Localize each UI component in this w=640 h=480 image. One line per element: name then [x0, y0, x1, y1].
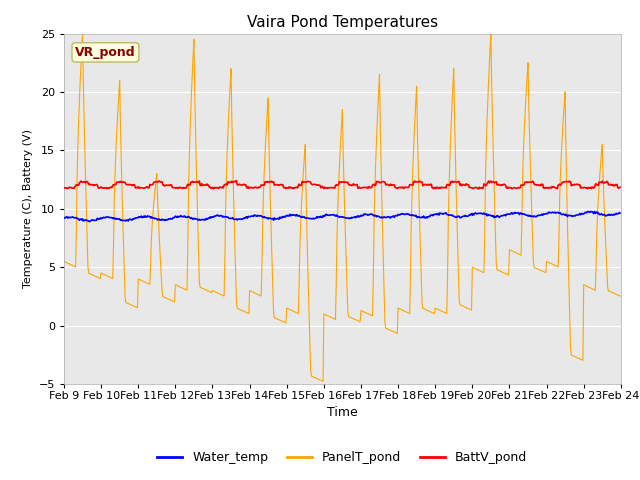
X-axis label: Time: Time — [327, 407, 358, 420]
Legend: Water_temp, PanelT_pond, BattV_pond: Water_temp, PanelT_pond, BattV_pond — [152, 446, 532, 469]
Text: VR_pond: VR_pond — [75, 46, 136, 59]
Y-axis label: Temperature (C), Battery (V): Temperature (C), Battery (V) — [23, 129, 33, 288]
Title: Vaira Pond Temperatures: Vaira Pond Temperatures — [247, 15, 438, 30]
